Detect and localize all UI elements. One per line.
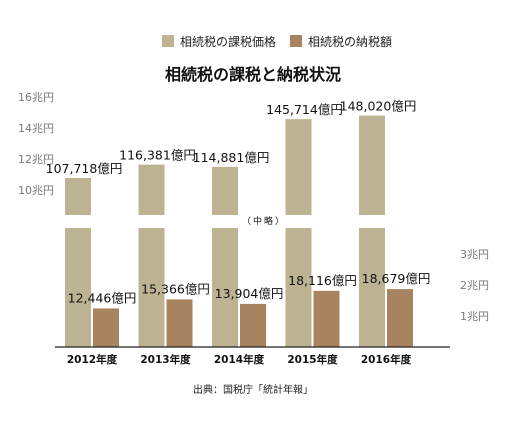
data-label-assessed-value: 145,714億円: [266, 102, 343, 117]
bar-assessed-value-lower: [359, 228, 385, 347]
data-label-tax-amount: 15,366億円: [141, 281, 210, 296]
bar-tax-amount: [313, 290, 340, 347]
y-tick-label: 3兆円: [460, 248, 489, 261]
bar-assessed-value-lower: [138, 228, 165, 347]
axis-break-label: （中略）: [242, 215, 286, 227]
x-tick-label: 2013年度: [140, 353, 191, 366]
data-label-tax-amount: 18,679億円: [362, 271, 431, 286]
y-tick-label: 1兆円: [460, 310, 489, 323]
legend-swatch-assessed-value: [162, 35, 174, 47]
data-label-tax-amount: 18,116億円: [288, 273, 357, 288]
bar-assessed-value-upper: [65, 178, 91, 215]
legend-label-assessed-value: 相続税の課税価格: [180, 34, 276, 49]
bar-tax-amount: [166, 299, 193, 347]
legend-swatch-tax-amount: [290, 35, 302, 47]
x-tick-label: 2016年度: [361, 353, 412, 366]
y-tick-label: 2兆円: [460, 279, 489, 292]
data-label-tax-amount: 12,446億円: [68, 290, 137, 305]
legend-label-tax-amount: 相続税の納税額: [308, 35, 392, 49]
bar-assessed-value-upper: [138, 164, 165, 215]
data-label-assessed-value: 107,718億円: [46, 161, 123, 176]
legend: 相続税の課税価格 相続税の納税額: [162, 34, 392, 49]
bar-assessed-value-upper: [359, 115, 385, 215]
data-label-tax-amount: 13,904億円: [215, 286, 284, 301]
bar-tax-amount: [240, 303, 266, 347]
bar-assessed-value-upper: [212, 166, 238, 215]
bar-tax-amount: [387, 289, 413, 347]
data-label-assessed-value: 116,381億円: [119, 148, 196, 163]
y-tick-label: 16兆円: [18, 91, 54, 104]
data-label-assessed-value: 114,881億円: [193, 150, 270, 165]
x-tick-label: 2012年度: [67, 353, 118, 366]
x-tick-label: 2014年度: [214, 353, 265, 366]
y-tick-label: 12兆円: [18, 153, 54, 166]
chart-title: 相続税の課税と納税状況: [165, 65, 341, 84]
value-labels: 107,718億円 12,446億円 116,381億円 15,366億円 114,88…: [46, 99, 431, 306]
y-axis-lower: 1兆円 2兆円 3兆円: [460, 248, 489, 323]
bar-assessed-value-upper: [285, 119, 312, 215]
data-label-assessed-value: 148,020億円: [340, 99, 417, 114]
x-axis-labels: 2012年度 2013年度 2014年度 2015年度 2016年度: [67, 353, 412, 366]
bar-assessed-value-lower: [65, 228, 91, 347]
bar-assessed-value-lower: [285, 228, 312, 347]
y-axis-upper: 10兆円 12兆円 14兆円 16兆円: [18, 91, 54, 197]
y-tick-label: 10兆円: [18, 184, 54, 197]
x-tick-label: 2015年度: [287, 353, 338, 366]
bar-assessed-value-lower: [212, 228, 238, 347]
y-tick-label: 14兆円: [18, 122, 54, 135]
bars: [65, 115, 413, 347]
bar-tax-amount: [93, 308, 119, 347]
source-note: 出典：国税庁「統計年報」: [193, 383, 313, 396]
